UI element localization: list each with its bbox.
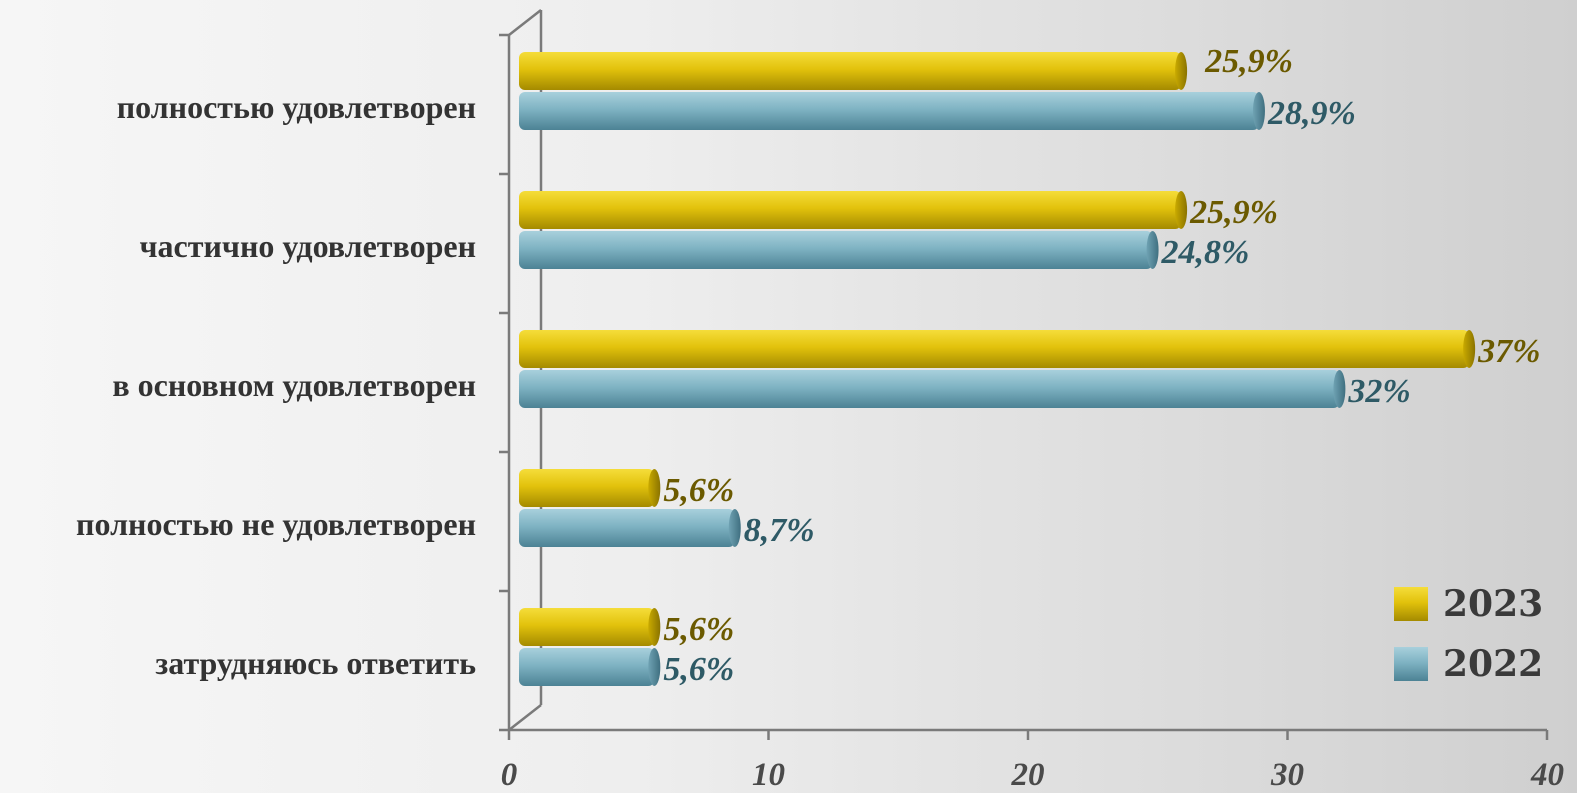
bar-2022 (519, 231, 1153, 269)
labels: полностью удовлетворен 25,9% 28,9% частично… (76, 43, 1540, 688)
data-label: 5,6% (663, 472, 734, 509)
data-label: 24,8% (1161, 234, 1250, 271)
x-tick-label: 40 (1530, 757, 1564, 793)
bar-2022 (519, 648, 655, 686)
bar-2022 (519, 92, 1259, 130)
bar-2023 (519, 52, 1182, 90)
bar-cap-2022 (1146, 231, 1159, 269)
bar-2023 (519, 191, 1182, 229)
axis-depth-bottom (508, 704, 542, 731)
bar-2023 (519, 330, 1470, 368)
bar-cap-2023 (1175, 52, 1188, 90)
category-label: частично удовлетворен (140, 228, 477, 264)
legend: 2023 2022 (1394, 583, 1543, 685)
x-axis-ticks: 0 10 20 30 40 (501, 730, 1564, 793)
bar-cap-2022 (728, 509, 741, 547)
legend-label-2022: 2022 (1443, 643, 1543, 685)
bar-cap-2023 (648, 608, 661, 646)
data-label: 25,9% (1189, 194, 1278, 231)
x-tick-label: 30 (1270, 757, 1304, 793)
legend-swatch-2023 (1394, 587, 1428, 621)
x-tick-label: 10 (752, 757, 785, 793)
bar-cap-2023 (648, 469, 661, 507)
legend-swatch-2022 (1394, 647, 1428, 681)
bar-cap-2022 (1333, 370, 1346, 408)
bars (519, 52, 1476, 686)
x-tick-label: 20 (1011, 757, 1045, 793)
data-label: 37% (1477, 333, 1540, 370)
bar-cap-2022 (1252, 92, 1265, 130)
category-label: затрудняюсь ответить (155, 645, 476, 681)
axis-depth-top (508, 9, 542, 36)
category-label: полностью удовлетворен (117, 89, 476, 125)
data-label: 5,6% (663, 611, 734, 648)
bar-cap-2023 (1175, 191, 1188, 229)
data-label: 25,9% (1204, 43, 1293, 80)
category-label: в основном удовлетворен (112, 367, 476, 403)
data-label: 5,6% (663, 651, 734, 688)
legend-label-2023: 2023 (1443, 583, 1543, 625)
y-axis-ticks (499, 33, 509, 732)
data-label: 32% (1347, 373, 1410, 410)
category-label: полностью не удовлетворен (76, 506, 476, 542)
bar-cap-2022 (648, 648, 661, 686)
x-tick-label: 0 (501, 757, 518, 793)
data-label: 8,7% (744, 512, 815, 549)
bar-2023 (519, 608, 655, 646)
data-label: 28,9% (1267, 95, 1356, 132)
bar-cap-2023 (1463, 330, 1476, 368)
bar-2022 (519, 509, 735, 547)
bar-2023 (519, 469, 655, 507)
bar-2022 (519, 370, 1340, 408)
